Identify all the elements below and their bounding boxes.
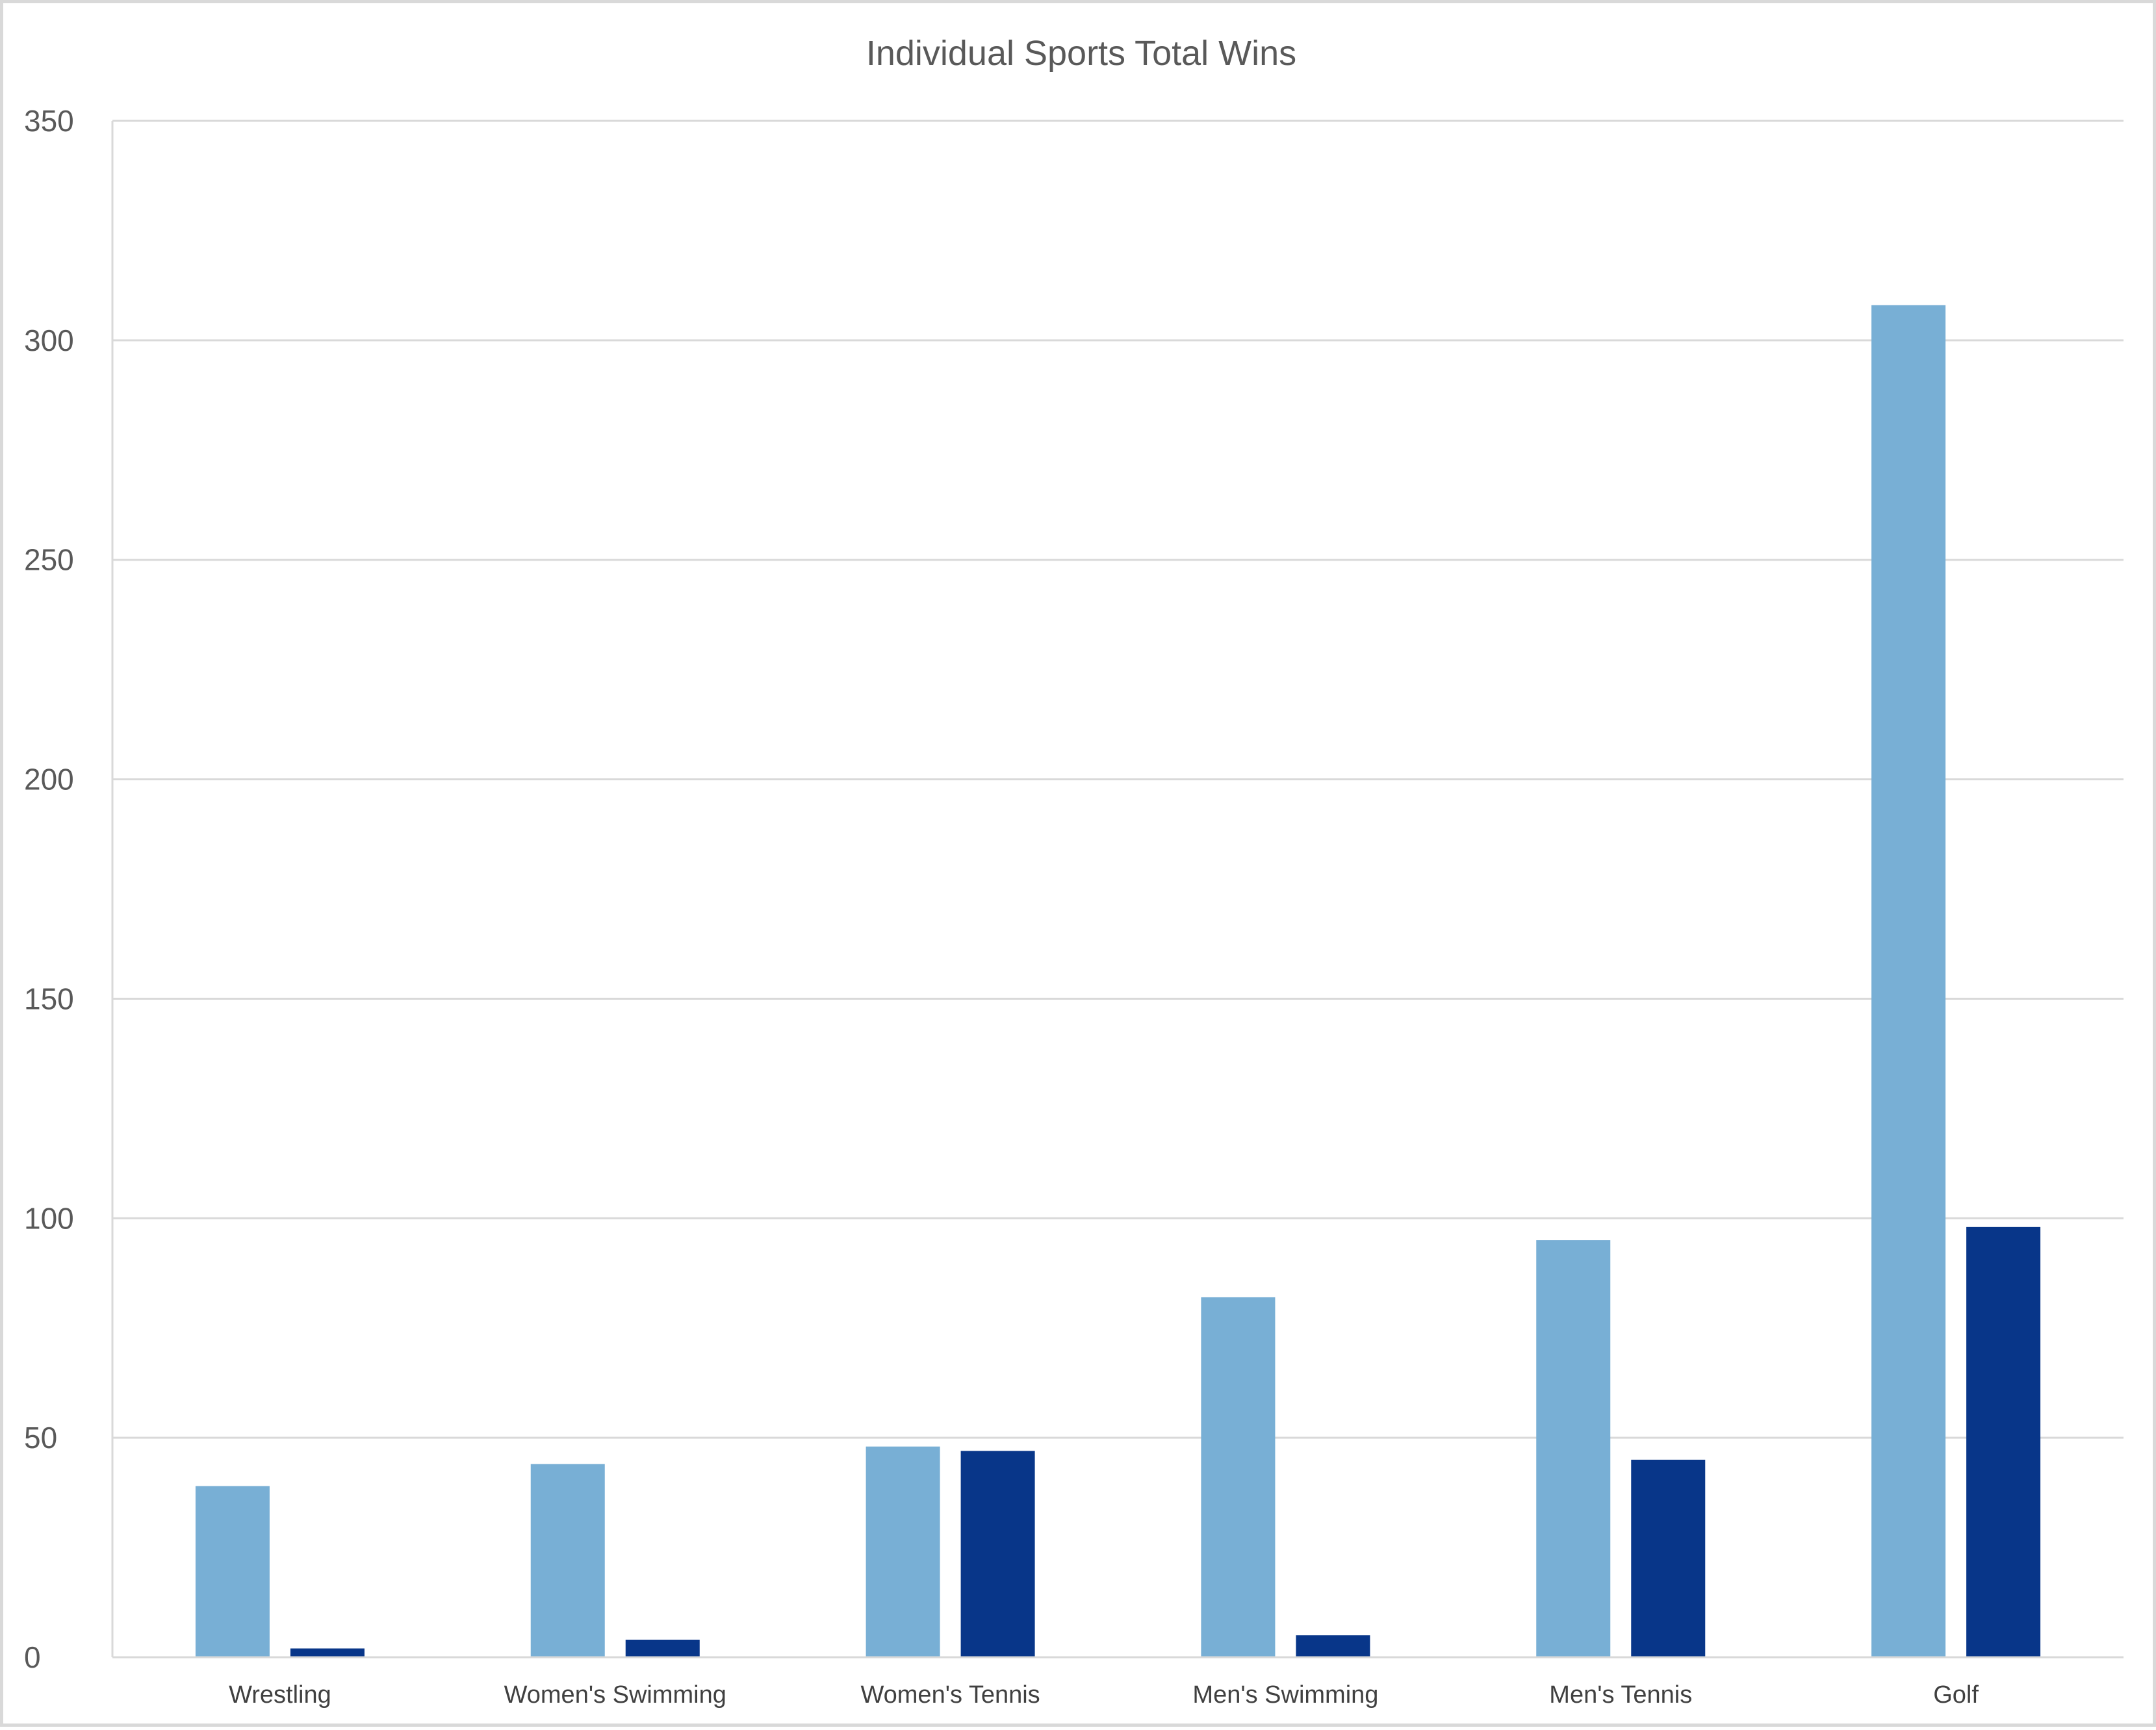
bar-series-2-5 [1966,1227,2041,1657]
y-tick-label: 0 [24,1640,41,1674]
bar-series-2-2 [960,1451,1035,1657]
y-tick-label: 200 [24,763,74,796]
x-tick-label: Golf [1933,1681,1979,1709]
bar-series-1-2 [866,1446,940,1657]
y-axis-tick-labels: 0 50 100 150 200 250 300 350 [24,104,74,1674]
x-tick-label: Men's Tennis [1549,1681,1692,1709]
y-tick-label: 150 [24,982,74,1015]
bar-series-1-3 [1201,1297,1276,1657]
bar-series-1-4 [1536,1240,1611,1657]
bar-series-1-1 [530,1464,605,1657]
x-tick-label: Women's Swimming [504,1681,726,1709]
y-tick-label: 250 [24,543,74,577]
x-axis-tick-labels: Wrestling Women's Swimming Women's Tennis M… [229,1681,1979,1709]
bar-series-2-1 [625,1639,700,1657]
bar-series-2-3 [1296,1635,1370,1657]
gridlines [111,120,2124,1657]
bar-series-2-4 [1631,1459,1706,1657]
bars [195,305,2041,1657]
x-tick-label: Women's Tennis [860,1681,1040,1709]
bar-series-2-0 [290,1648,365,1657]
y-tick-label: 50 [24,1421,57,1455]
x-tick-label: Men's Swimming [1192,1681,1378,1709]
bar-series-1-5 [1871,305,1946,1657]
y-tick-label: 350 [24,104,74,138]
y-tick-label: 100 [24,1201,74,1235]
x-tick-label: Wrestling [229,1681,331,1709]
bar-series-1-0 [195,1486,270,1657]
bar-chart: Individual Sports Total Wins 0 50 100 150 20… [24,34,2124,1709]
chart-title: Individual Sports Total Wins [866,34,1296,73]
y-tick-label: 300 [24,324,74,357]
